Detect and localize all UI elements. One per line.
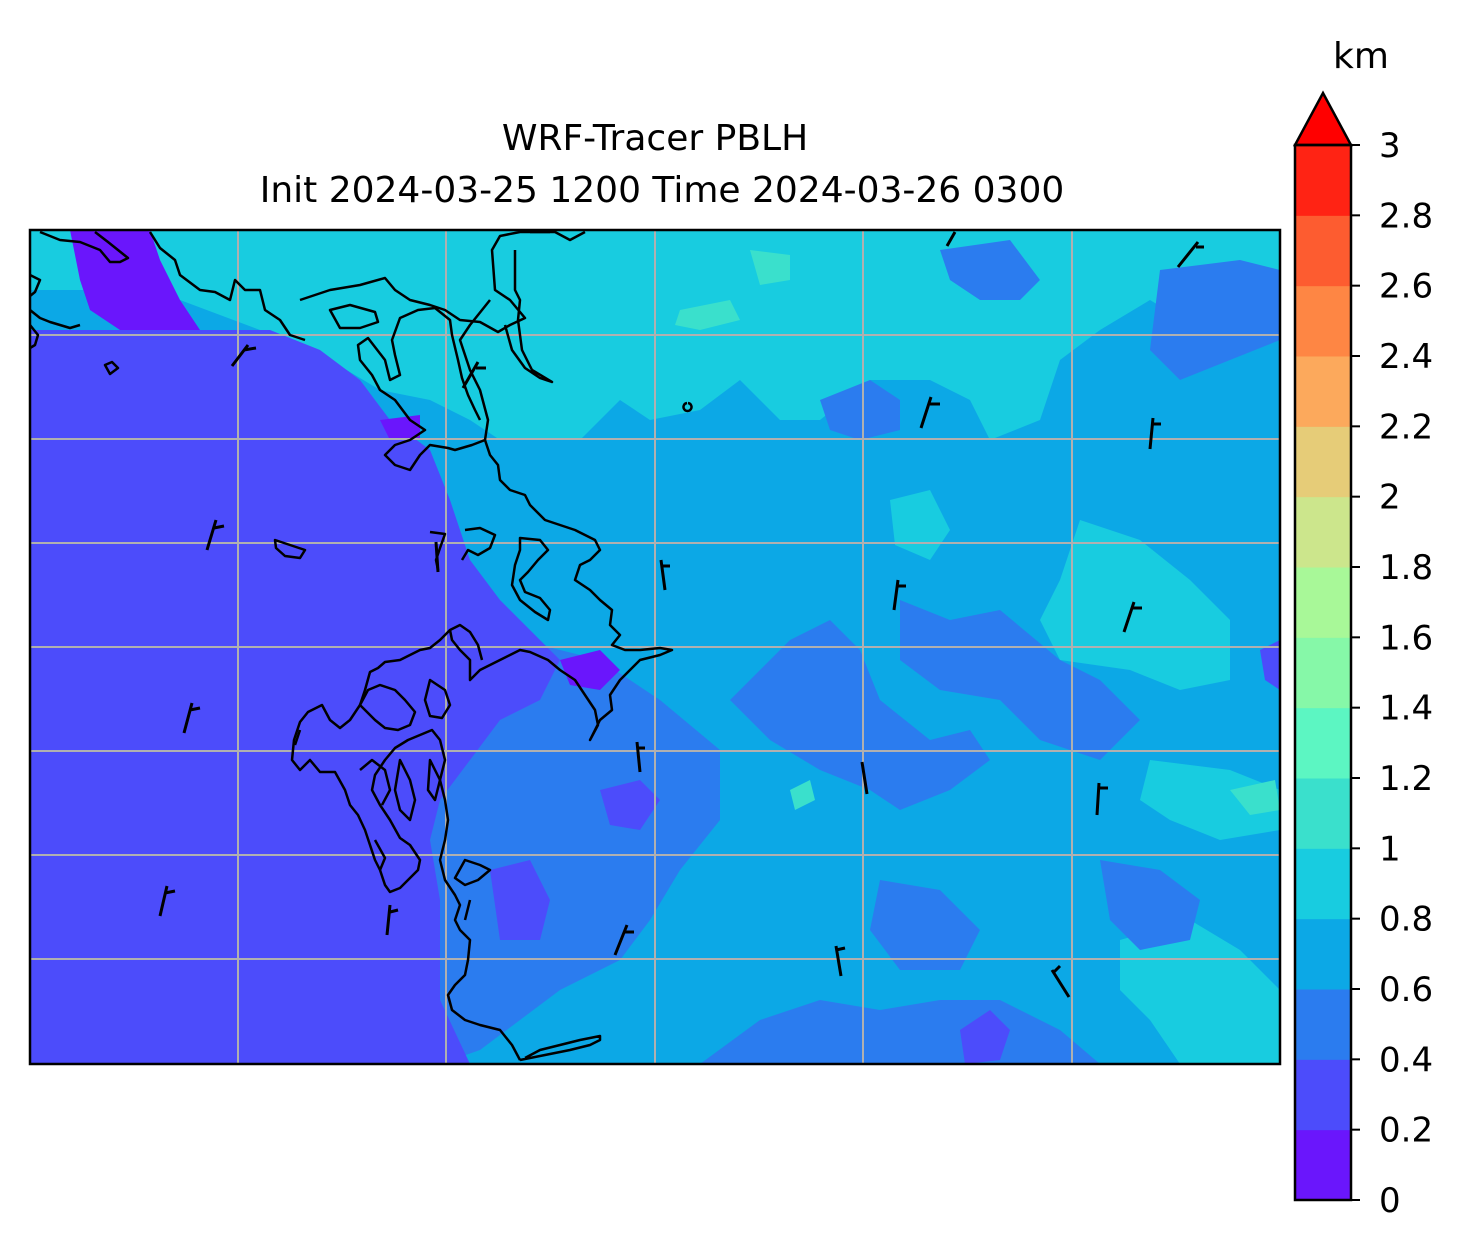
pblh-field-midlow-ne	[940, 240, 1040, 300]
colorbar-segment	[1295, 707, 1351, 779]
colorbar-segment	[1295, 778, 1351, 849]
colorbar-tick-label: 2	[1379, 478, 1401, 518]
wind-barb	[834, 945, 846, 977]
colorbar-segment	[1295, 567, 1351, 638]
pblh-field-midlow-ne3	[820, 380, 900, 440]
colorbar-tick-label: 0.6	[1379, 970, 1433, 1010]
colorbar-segment	[1295, 356, 1351, 427]
wind-barb	[230, 344, 257, 367]
colorbar-tick-label: 0.4	[1379, 1040, 1433, 1080]
colorbar-tick-label: 1.4	[1379, 689, 1433, 729]
pblh-field-midlow-east2	[900, 600, 1140, 760]
colorbar-tick-label: 1.6	[1379, 618, 1433, 658]
pblh-field-verylow-nw	[70, 230, 200, 330]
wind-barb	[919, 396, 940, 429]
colorbar-segments	[1295, 145, 1351, 1201]
coastline-southwest-archipelago	[290, 629, 602, 1062]
pblh-field-low-c	[600, 780, 660, 830]
coastline-north	[39, 230, 554, 384]
coastline-sw-inner	[293, 678, 492, 921]
pblh-field-high-patch4	[790, 780, 815, 810]
pblh-field-cyan-se	[1120, 920, 1280, 1064]
colorbar-tick-label: 1.2	[1379, 759, 1433, 799]
wind-barb	[1122, 601, 1142, 633]
wind-barb	[1050, 964, 1071, 998]
wind-barb	[158, 885, 176, 917]
colorbar-unit-label: km	[1333, 36, 1389, 77]
colorbar-tick-label: 0	[1379, 1181, 1401, 1221]
wind-barb	[461, 361, 486, 389]
map-title-line1: WRF-Tracer PBLH	[502, 118, 808, 159]
wind-barbs	[158, 231, 1204, 998]
wind-barb	[892, 579, 906, 611]
pblh-field-midlow-east1	[730, 620, 990, 810]
colorbar-segment	[1295, 496, 1351, 568]
colorbar-tick-label: 0.2	[1379, 1111, 1433, 1151]
colorbar-segment	[1295, 637, 1351, 709]
wind-barb	[182, 702, 201, 734]
map-panel	[30, 230, 1280, 1064]
colorbar-tick-label: 1	[1379, 829, 1401, 869]
colorbar-segment	[1295, 1129, 1351, 1201]
colorbar-segment	[1295, 1059, 1351, 1131]
pblh-field-high-patch3	[1230, 780, 1280, 815]
pblh-field-low-west	[30, 330, 560, 1064]
wind-barb	[860, 761, 869, 795]
colorbar-segment	[1295, 989, 1351, 1060]
pblh-field-low-sc	[490, 860, 550, 940]
colorbar-segment	[1295, 285, 1351, 357]
coastline-west-edge	[30, 273, 81, 350]
pblh-field-midlow-east3	[1100, 860, 1200, 950]
wind-barb	[1148, 417, 1161, 450]
colorbar-segment	[1295, 215, 1351, 287]
colorbar-segment	[1295, 426, 1351, 498]
wind-barb	[945, 231, 957, 247]
wind-barb	[659, 559, 670, 591]
coastline-east-coast	[448, 439, 674, 742]
colorbar-segment	[1295, 918, 1351, 990]
colorbar-extend-arrow	[1292, 90, 1354, 147]
colorbar-tick-label: 0.8	[1379, 900, 1433, 940]
wind-barb	[434, 541, 440, 573]
colorbar-tick-label: 1.8	[1379, 548, 1433, 588]
colorbar-tick-label: 2.8	[1379, 196, 1433, 236]
colorbar-tick-label: 3	[1379, 126, 1401, 166]
wind-barb	[613, 924, 634, 956]
colorbar-tick-label: 2.4	[1379, 337, 1433, 377]
pblh-field-low-e	[1260, 640, 1280, 690]
wind-barb	[385, 904, 399, 936]
wind-barb	[205, 519, 225, 551]
pblh-field-low-se	[960, 1010, 1010, 1064]
map-frame	[28, 228, 1282, 1066]
colorbar-tick-label: 2.2	[1379, 407, 1433, 447]
pblh-field-midlow-ne2	[1150, 260, 1280, 380]
colorbar-segment	[1295, 145, 1351, 216]
colorbar-segment	[1295, 848, 1351, 920]
pblh-field-high-patch2	[750, 250, 790, 285]
colorbar: 0 0.2 0.4 0.6 0.8 1 1.2 1.4 1.6 1.8 2 2.2 2.4 2.6 2.8 3…	[1292, 36, 1433, 1221]
wind-barb	[1095, 782, 1108, 816]
gridlines	[30, 230, 1280, 1064]
pblh-field-midlow-se	[870, 880, 980, 970]
coastline-central	[356, 230, 586, 472]
wind-barb	[1176, 241, 1204, 268]
colorbar-ticks: 0 0.2 0.4 0.6 0.8 1 1.2 1.4 1.6 1.8 2 2.2 2.4 2.6 2.8 3	[1351, 126, 1433, 1221]
pblh-field-cyan-mid2	[1140, 760, 1280, 840]
coastlines	[30, 230, 693, 1062]
coastline-islands	[103, 303, 693, 622]
pblh-field-high-patch1	[675, 300, 740, 330]
colorbar-frame	[1293, 143, 1353, 1202]
colorbar-tick-label: 2.6	[1379, 267, 1433, 307]
map-title-line2: Init 2024-03-25 1200 Time 2024-03-26 030…	[260, 170, 1065, 211]
wind-barb	[635, 741, 645, 773]
